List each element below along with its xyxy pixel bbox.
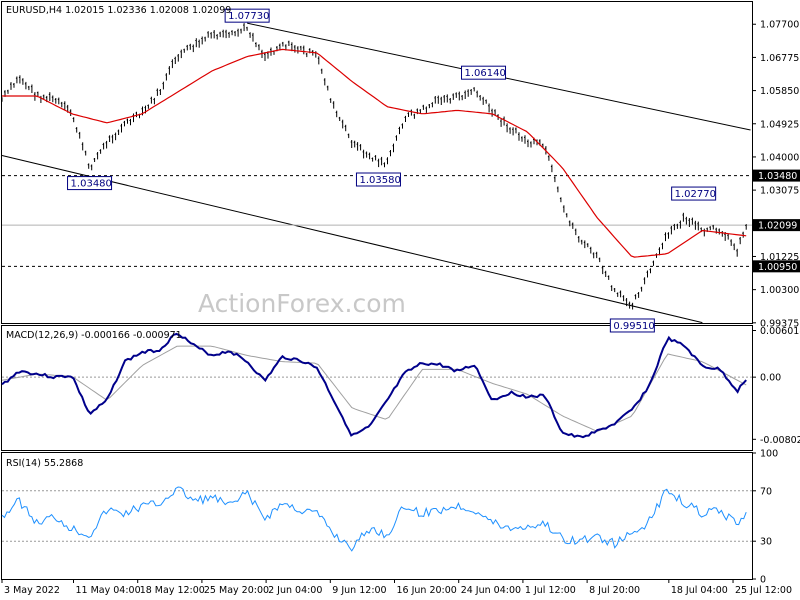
x-tick-label: 2 Jun 04:00 xyxy=(268,585,322,596)
current-price-tag-label: 1.02099 xyxy=(758,221,797,232)
level-label-box xyxy=(224,8,270,23)
level-label: 0.99510 xyxy=(613,321,654,332)
level-label-box xyxy=(355,172,401,187)
y-tick-label: 70 xyxy=(760,486,772,497)
y-tick-label: 0.99375 xyxy=(760,318,799,329)
rsi-layer xyxy=(1,486,752,552)
moving-average-line xyxy=(2,48,747,258)
x-tick-label: 18 May 12:00 xyxy=(140,585,205,596)
y-tick-label: 0.00 xyxy=(760,373,781,384)
axis-layer: 1.07700 1.06775 1.05850 1.04925 1.04000 1.030… xyxy=(1,20,800,596)
y-tick-label: 1.06775 xyxy=(760,53,799,64)
level-label: 1.02770 xyxy=(675,189,716,200)
x-tick-label: 25 Jul 12:00 xyxy=(735,585,792,596)
x-tick-label: 18 Jul 04:00 xyxy=(671,585,728,596)
macd-layer xyxy=(1,332,752,439)
y-tick-label: 1.03075 xyxy=(760,186,799,197)
x-tick-label: 16 Jun 20:00 xyxy=(397,585,457,596)
level-label: 1.07730 xyxy=(228,11,269,22)
watermark: ActionForex.com xyxy=(198,289,406,318)
y-tick-label: 1.05850 xyxy=(760,86,799,97)
rsi-header: RSI(14) 55.2868 xyxy=(6,458,83,469)
level-label-box xyxy=(609,318,655,333)
y-tick-label: 1.04000 xyxy=(760,152,799,163)
price-layer: 1.07730 1.06140 1.03580 1.03480 1.02770 0.995… xyxy=(1,8,752,333)
y-tick-label: 30 xyxy=(760,537,772,548)
level-tag-label: 1.00950 xyxy=(758,262,797,273)
level-label: 1.03580 xyxy=(359,175,400,186)
y-tick-label: 0 xyxy=(760,575,766,586)
level-label-box xyxy=(67,176,113,191)
level-label-box xyxy=(461,65,507,80)
x-tick-label: 11 May 04:00 xyxy=(75,585,140,596)
y-tick-label: 1.04925 xyxy=(760,119,799,130)
macd-header: MACD(12,26,9) -0.000166 -0.000971 xyxy=(6,330,182,341)
price-panel-frame xyxy=(1,1,753,324)
x-tick-label: 3 May 2022 xyxy=(4,585,60,596)
level-label-box xyxy=(671,186,717,201)
level-tag-label: 1.03480 xyxy=(758,171,797,182)
level-label: 1.06140 xyxy=(465,68,506,79)
macd-line xyxy=(1,332,747,439)
current-price-tag xyxy=(753,219,800,232)
x-tick-label: 25 May 20:00 xyxy=(204,585,269,596)
y-tick-label: 100 xyxy=(760,449,778,460)
channel-line xyxy=(1,155,703,324)
y-tick-label: 0.006018 xyxy=(760,326,800,337)
x-tick-label: 24 Jun 04:00 xyxy=(461,585,521,596)
rsi-line xyxy=(1,486,747,552)
y-tick-label: 1.07700 xyxy=(760,20,799,31)
rsi-panel-frame xyxy=(1,452,753,580)
macd-panel-frame xyxy=(1,325,753,451)
x-tick-label: 1 Jul 12:00 xyxy=(525,585,576,596)
level-label: 1.03480 xyxy=(71,179,112,190)
macd-signal-line xyxy=(1,345,747,432)
level-tag xyxy=(753,260,800,273)
chart-header: EURUSD,H4 1.02015 1.02336 1.02008 1.0209… xyxy=(6,5,231,16)
y-tick-label: 1.00300 xyxy=(760,285,799,296)
x-tick-label: 9 Jun 12:00 xyxy=(332,585,386,596)
x-tick-label: 8 Jul 20:00 xyxy=(589,585,640,596)
level-tag xyxy=(753,169,800,182)
y-tick-label: 1.01225 xyxy=(760,252,799,263)
y-tick-label: -0.00802 xyxy=(760,435,800,446)
